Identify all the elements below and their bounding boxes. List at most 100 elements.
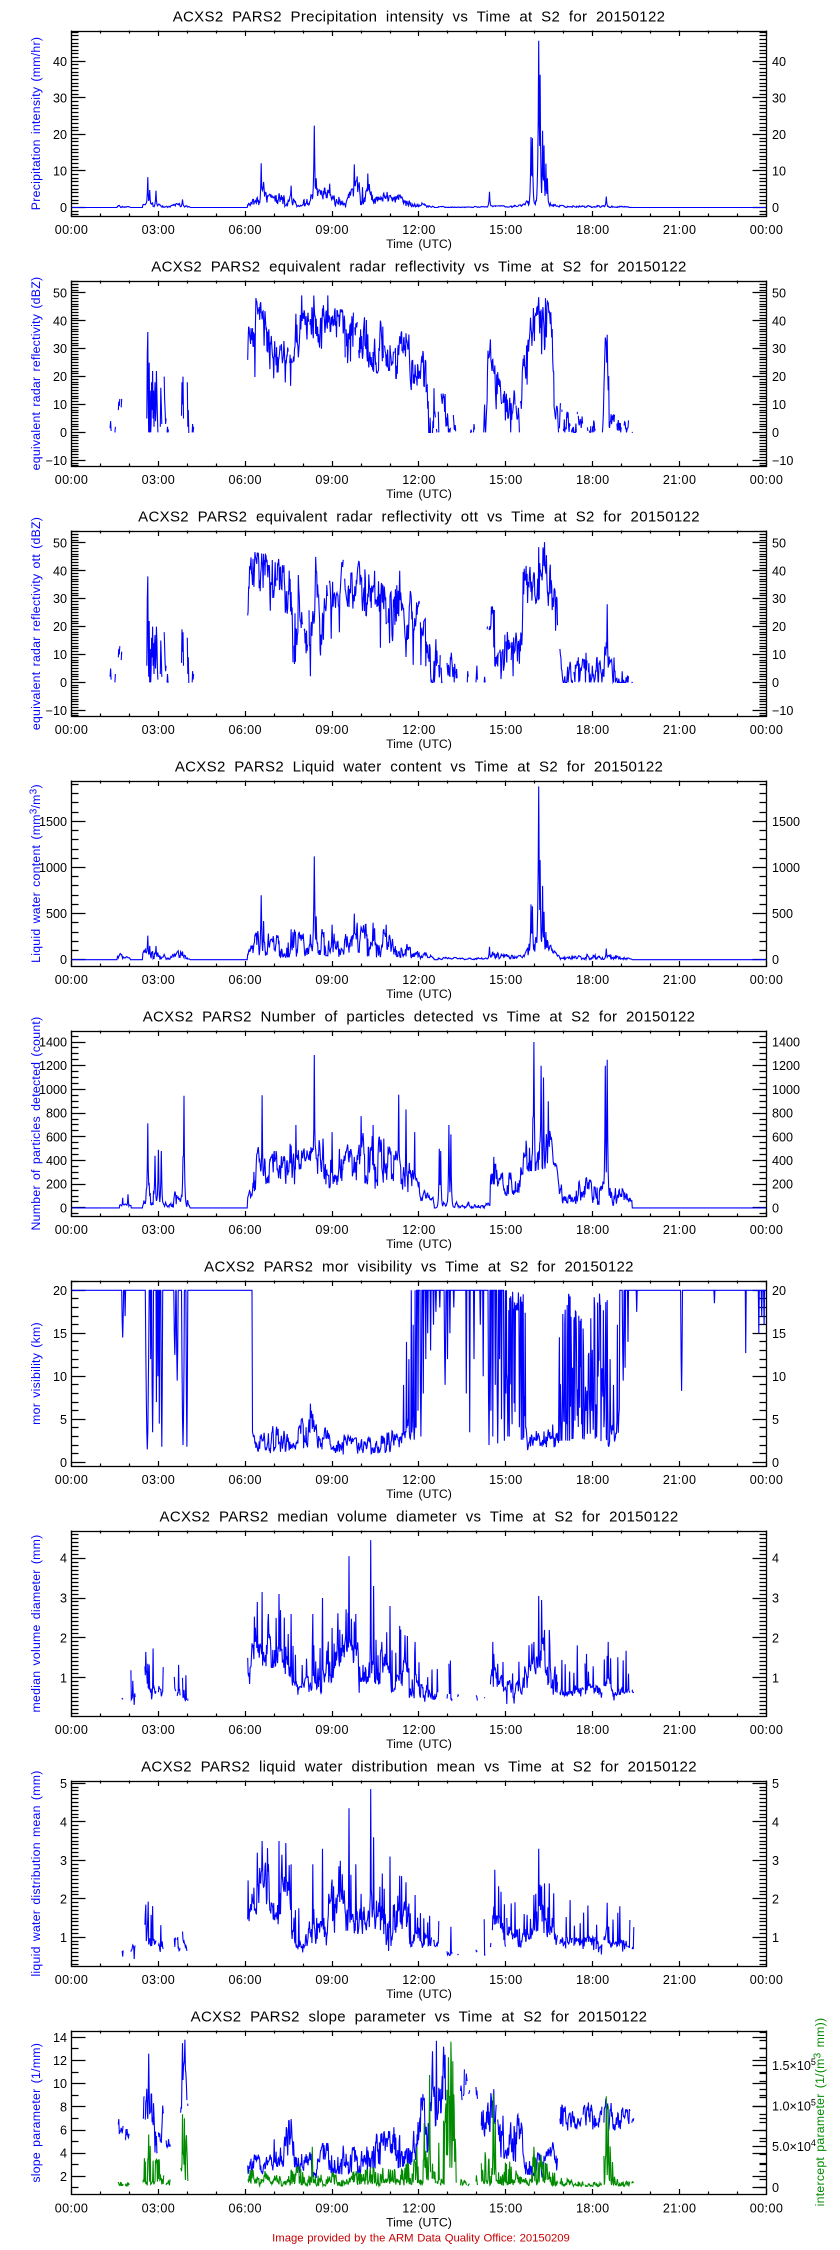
- svg-text:06:00: 06:00: [228, 2202, 262, 2216]
- svg-text:ACXS2 PARS2 liquid water distr: ACXS2 PARS2 liquid water distribution me…: [141, 1759, 697, 1776]
- svg-text:03:00: 03:00: [142, 1723, 176, 1737]
- svg-text:00:00: 00:00: [750, 473, 784, 487]
- svg-text:20: 20: [772, 620, 786, 634]
- svg-text:00:00: 00:00: [55, 973, 89, 987]
- svg-text:ACXS2 PARS2 equivalent radar r: ACXS2 PARS2 equivalent radar reflectivit…: [151, 259, 686, 276]
- svg-text:00:00: 00:00: [750, 1723, 784, 1737]
- svg-text:3: 3: [60, 1592, 67, 1606]
- svg-text:0: 0: [772, 953, 779, 967]
- svg-text:18:00: 18:00: [576, 973, 610, 987]
- svg-text:09:00: 09:00: [315, 473, 349, 487]
- svg-text:40: 40: [772, 314, 786, 328]
- svg-text:03:00: 03:00: [142, 223, 176, 237]
- svg-text:Time (UTC): Time (UTC): [386, 2216, 452, 2230]
- svg-text:ACXS2 PARS2 mor visibility vs: ACXS2 PARS2 mor visibility vs Time at S2…: [204, 1259, 634, 1276]
- svg-text:10: 10: [53, 1370, 67, 1384]
- svg-text:equivalent radar reflectivity: equivalent radar reflectivity (dBZ): [29, 277, 43, 471]
- svg-text:18:00: 18:00: [576, 723, 610, 737]
- svg-text:600: 600: [46, 1130, 67, 1144]
- svg-text:50: 50: [772, 536, 786, 550]
- svg-text:0: 0: [772, 676, 779, 690]
- svg-text:6: 6: [60, 2124, 67, 2138]
- svg-text:15:00: 15:00: [489, 1473, 523, 1487]
- svg-text:20: 20: [53, 370, 67, 384]
- svg-text:00:00: 00:00: [750, 1973, 784, 1987]
- svg-text:1.5×105: 1.5×105: [772, 2057, 816, 2073]
- svg-text:03:00: 03:00: [142, 973, 176, 987]
- svg-text:0: 0: [60, 426, 67, 440]
- svg-text:30: 30: [53, 91, 67, 105]
- svg-text:30: 30: [53, 342, 67, 356]
- svg-text:10: 10: [772, 398, 786, 412]
- svg-text:Time (UTC): Time (UTC): [386, 737, 452, 751]
- svg-text:1000: 1000: [39, 861, 67, 875]
- svg-text:ACXS2 PARS2 equivalent radar r: ACXS2 PARS2 equivalent radar reflectivit…: [138, 509, 700, 526]
- svg-text:Liquid water content (mm3/m3): Liquid water content (mm3/m3): [29, 784, 44, 963]
- svg-text:500: 500: [46, 907, 67, 921]
- svg-text:03:00: 03:00: [142, 473, 176, 487]
- svg-text:09:00: 09:00: [315, 2202, 349, 2216]
- svg-text:18:00: 18:00: [576, 473, 610, 487]
- svg-text:15:00: 15:00: [489, 473, 523, 487]
- svg-text:12:00: 12:00: [402, 973, 436, 987]
- svg-text:800: 800: [772, 1107, 793, 1121]
- svg-text:06:00: 06:00: [228, 973, 262, 987]
- svg-text:5: 5: [60, 1413, 67, 1427]
- svg-text:14: 14: [53, 2031, 67, 2045]
- svg-text:21:00: 21:00: [663, 723, 697, 737]
- svg-text:20: 20: [53, 128, 67, 142]
- svg-text:1200: 1200: [772, 1059, 800, 1073]
- svg-text:09:00: 09:00: [315, 1973, 349, 1987]
- svg-text:12: 12: [53, 2054, 67, 2068]
- svg-text:15:00: 15:00: [489, 723, 523, 737]
- svg-text:40: 40: [53, 314, 67, 328]
- svg-text:18:00: 18:00: [576, 223, 610, 237]
- svg-text:03:00: 03:00: [142, 723, 176, 737]
- svg-text:5: 5: [60, 1777, 67, 1791]
- svg-text:0: 0: [60, 1201, 67, 1215]
- svg-text:20: 20: [772, 370, 786, 384]
- svg-text:10: 10: [53, 648, 67, 662]
- svg-text:Time (UTC): Time (UTC): [386, 1487, 452, 1501]
- svg-text:4: 4: [60, 1552, 67, 1566]
- svg-text:00:00: 00:00: [55, 1473, 89, 1487]
- svg-text:800: 800: [46, 1107, 67, 1121]
- svg-text:0: 0: [60, 676, 67, 690]
- svg-text:12:00: 12:00: [402, 1723, 436, 1737]
- svg-text:21:00: 21:00: [663, 2202, 697, 2216]
- svg-text:15:00: 15:00: [489, 1973, 523, 1987]
- svg-text:21:00: 21:00: [663, 1973, 697, 1987]
- svg-text:20: 20: [53, 1284, 67, 1298]
- svg-text:liquid water distribution mean: liquid water distribution mean (mm): [29, 1770, 43, 1976]
- svg-text:400: 400: [46, 1154, 67, 1168]
- svg-text:2: 2: [60, 1892, 67, 1906]
- svg-text:06:00: 06:00: [228, 473, 262, 487]
- svg-text:0: 0: [772, 2181, 779, 2195]
- svg-text:03:00: 03:00: [142, 1973, 176, 1987]
- svg-text:10: 10: [772, 648, 786, 662]
- svg-text:40: 40: [772, 55, 786, 69]
- svg-text:18:00: 18:00: [576, 1473, 610, 1487]
- svg-text:1.0×105: 1.0×105: [772, 2098, 816, 2114]
- svg-text:12:00: 12:00: [402, 223, 436, 237]
- svg-text:00:00: 00:00: [750, 223, 784, 237]
- svg-text:03:00: 03:00: [142, 1473, 176, 1487]
- svg-text:1400: 1400: [772, 1036, 800, 1050]
- svg-text:00:00: 00:00: [55, 473, 89, 487]
- svg-text:09:00: 09:00: [315, 1723, 349, 1737]
- svg-text:0: 0: [60, 201, 67, 215]
- svg-text:12:00: 12:00: [402, 723, 436, 737]
- svg-text:06:00: 06:00: [228, 1473, 262, 1487]
- svg-text:00:00: 00:00: [55, 1223, 89, 1237]
- svg-text:09:00: 09:00: [315, 723, 349, 737]
- svg-text:40: 40: [53, 564, 67, 578]
- svg-text:−10: −10: [772, 704, 793, 718]
- svg-text:intercept parameter (1/(m3 mm): intercept parameter (1/(m3 mm)): [813, 2018, 828, 2207]
- svg-text:20: 20: [772, 128, 786, 142]
- svg-text:00:00: 00:00: [55, 1723, 89, 1737]
- svg-text:5: 5: [772, 1413, 779, 1427]
- svg-text:0: 0: [772, 1456, 779, 1470]
- svg-text:mor visibility (km): mor visibility (km): [29, 1322, 43, 1425]
- svg-text:Time (UTC): Time (UTC): [386, 487, 452, 501]
- svg-text:1400: 1400: [39, 1036, 67, 1050]
